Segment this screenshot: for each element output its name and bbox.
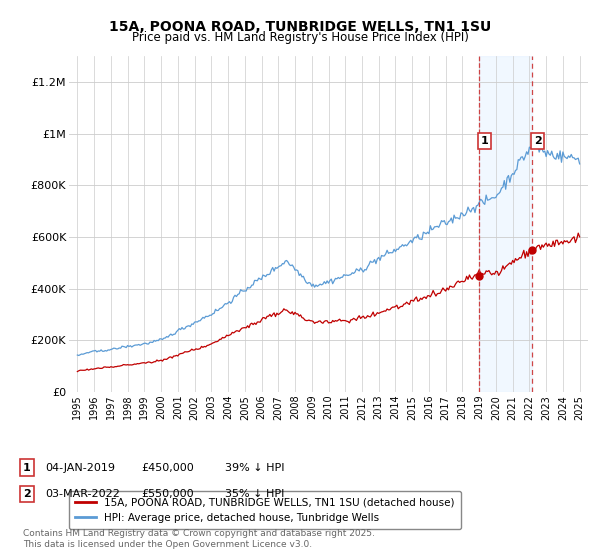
Text: 04-JAN-2019: 04-JAN-2019 bbox=[45, 463, 115, 473]
Text: 1: 1 bbox=[481, 136, 488, 146]
Text: 03-MAR-2022: 03-MAR-2022 bbox=[45, 489, 120, 499]
Text: 2: 2 bbox=[23, 489, 31, 499]
Text: £550,000: £550,000 bbox=[141, 489, 194, 499]
Text: £450,000: £450,000 bbox=[141, 463, 194, 473]
Text: 2: 2 bbox=[534, 136, 542, 146]
Text: 1: 1 bbox=[23, 463, 31, 473]
Text: 39% ↓ HPI: 39% ↓ HPI bbox=[225, 463, 284, 473]
Text: 35% ↓ HPI: 35% ↓ HPI bbox=[225, 489, 284, 499]
Legend: 15A, POONA ROAD, TUNBRIDGE WELLS, TN1 1SU (detached house), HPI: Average price, : 15A, POONA ROAD, TUNBRIDGE WELLS, TN1 1S… bbox=[69, 491, 461, 529]
Text: Contains HM Land Registry data © Crown copyright and database right 2025.
This d: Contains HM Land Registry data © Crown c… bbox=[23, 529, 374, 549]
Bar bbox=[479, 56, 532, 392]
Text: 15A, POONA ROAD, TUNBRIDGE WELLS, TN1 1SU: 15A, POONA ROAD, TUNBRIDGE WELLS, TN1 1S… bbox=[109, 20, 491, 34]
Text: Price paid vs. HM Land Registry's House Price Index (HPI): Price paid vs. HM Land Registry's House … bbox=[131, 31, 469, 44]
